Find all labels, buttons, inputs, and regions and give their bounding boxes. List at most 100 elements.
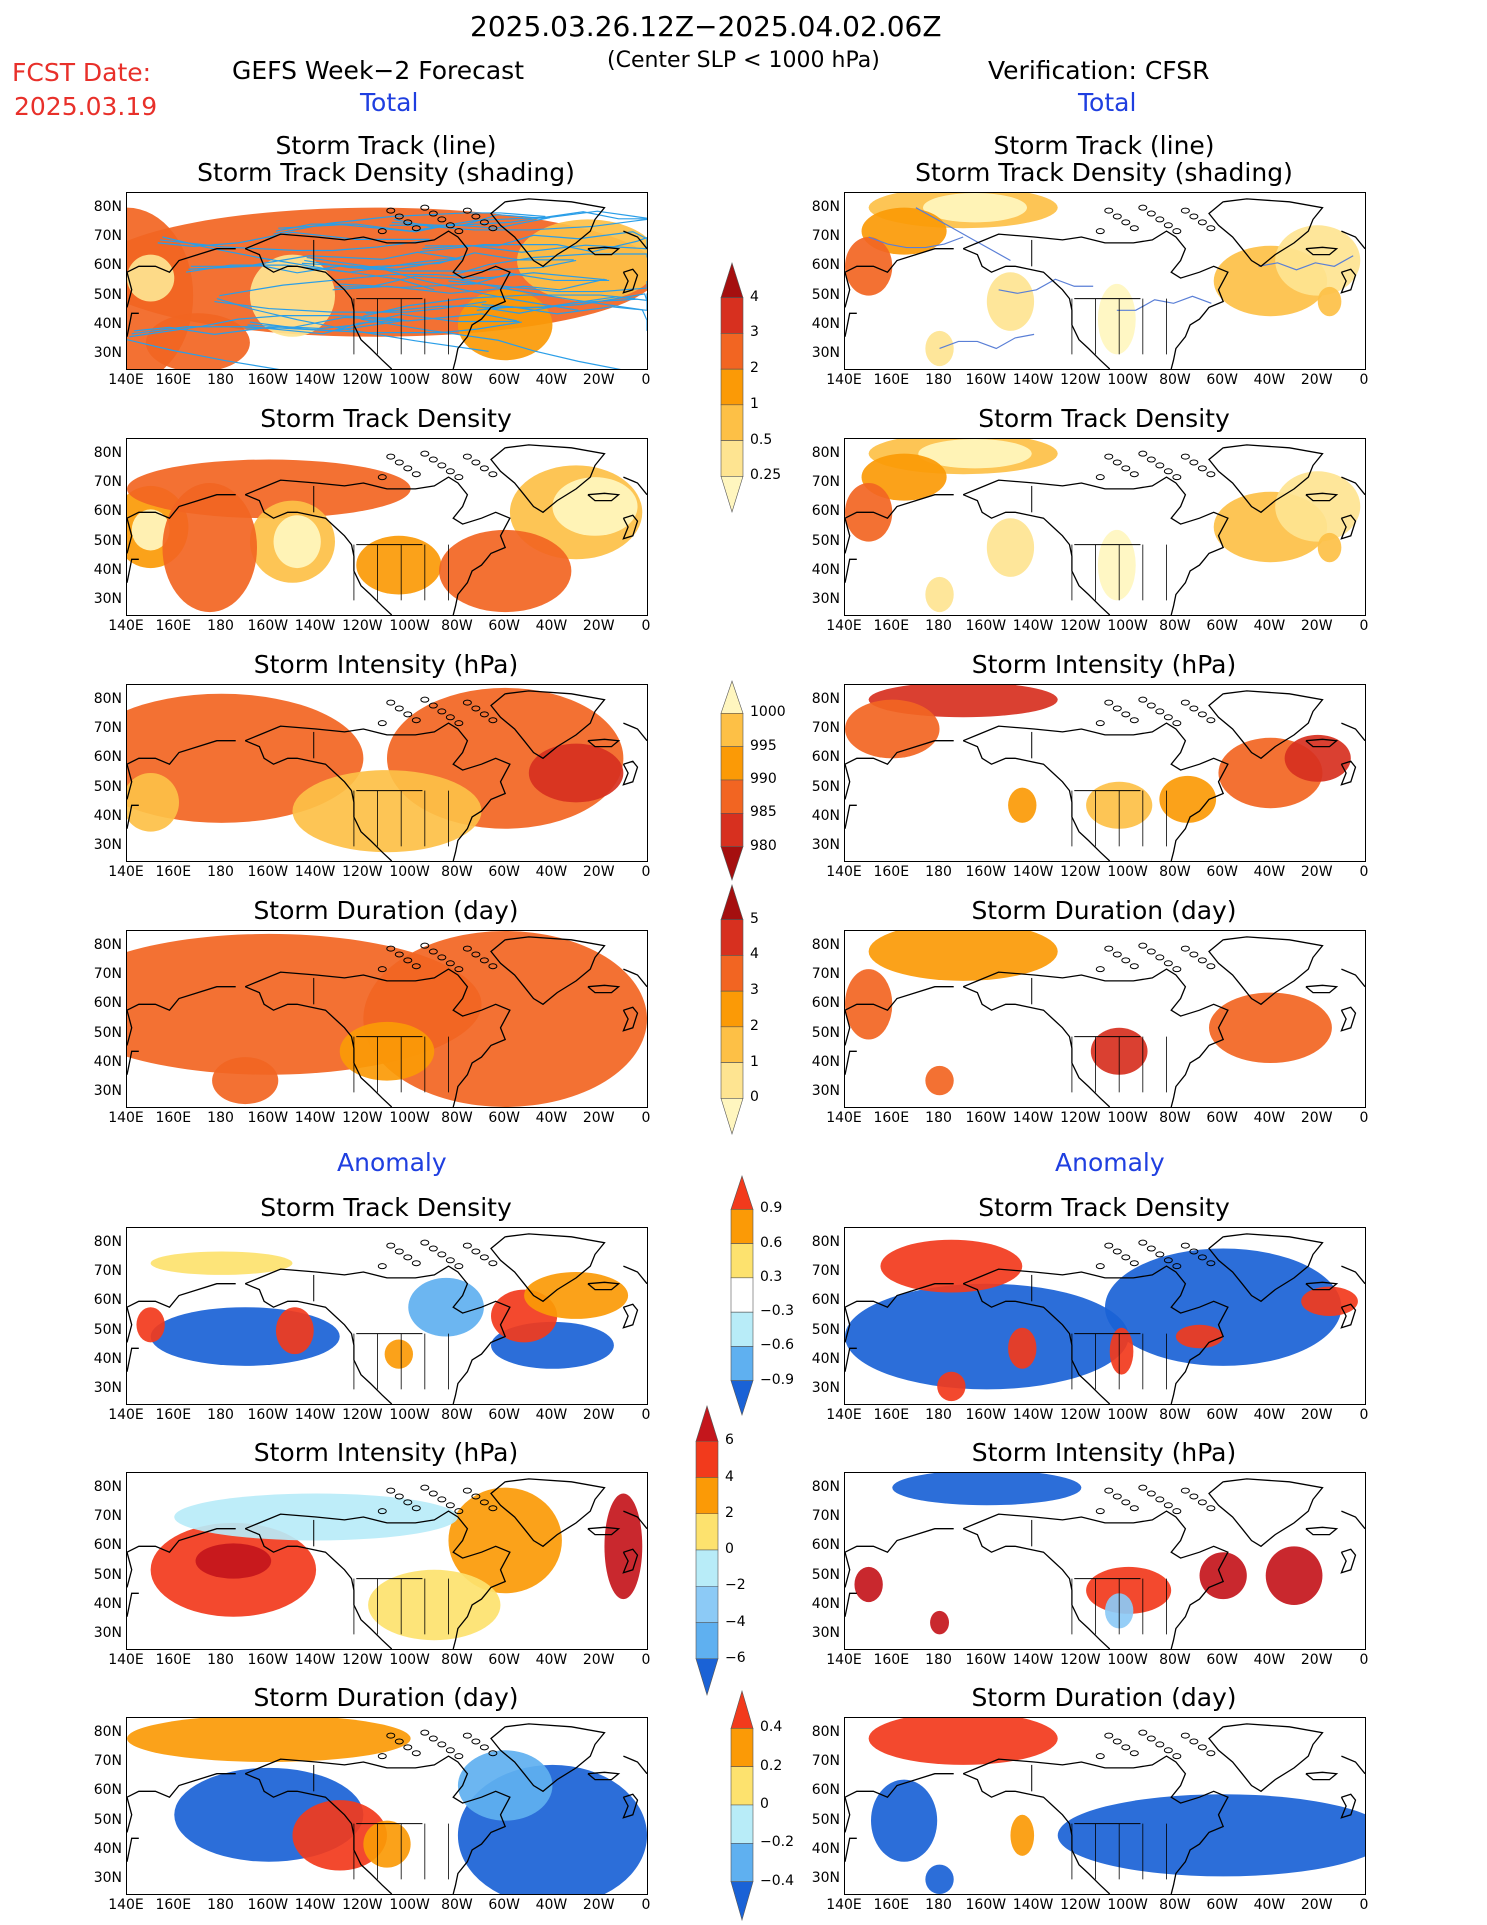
lat-tick-label: 70N [811, 720, 840, 736]
coastline [127, 1347, 139, 1372]
lon-tick-label: 140E [108, 1110, 144, 1126]
right-total-label: Total [1078, 88, 1137, 117]
lon-tick-label: 120W [342, 1652, 383, 1668]
island-outline [488, 717, 498, 724]
coastline [244, 248, 393, 369]
coastline [845, 1283, 954, 1343]
lon-tick-label: 100W [1107, 1407, 1148, 1423]
island-outline [1146, 702, 1156, 709]
field-blob [871, 1779, 938, 1862]
field-blob [368, 1569, 501, 1641]
island-outline [394, 1738, 404, 1745]
island-outline [1163, 1747, 1173, 1754]
colorbar-segment [695, 1658, 719, 1697]
field-blob [1209, 992, 1332, 1063]
field-blob [517, 219, 647, 302]
lon-tick-label: 20W [1300, 1897, 1333, 1913]
colorbar-label: −2 [725, 1577, 746, 1594]
island-outline [1138, 204, 1148, 211]
island-outline [462, 453, 472, 460]
lon-tick-label: 140W [294, 618, 336, 634]
coastline [845, 1528, 954, 1588]
island-outline [488, 471, 498, 478]
lat-tick-label: 70N [93, 720, 122, 736]
island-outline [1112, 951, 1122, 958]
lon-tick-label: 0 [1359, 1652, 1369, 1668]
island-outline [1163, 714, 1173, 721]
coastline [845, 494, 954, 554]
island-outline [386, 1242, 396, 1249]
coastline [244, 968, 511, 1107]
lon-tick-label: 80W [441, 1407, 473, 1423]
lat-tick-label: 80N [93, 198, 122, 215]
lon-tick-label: 140E [108, 1897, 144, 1913]
island-outline [1121, 1499, 1131, 1506]
island-outline [471, 705, 481, 712]
island-outline [445, 714, 455, 721]
lon-tick-label: 100W [389, 1407, 430, 1423]
field-blob [868, 931, 1058, 981]
field-blob [1265, 1546, 1323, 1605]
coastline [1340, 760, 1357, 786]
lon-tick-label: 180 [925, 618, 952, 634]
coastline [962, 1755, 1229, 1894]
island-outline [1121, 711, 1131, 718]
lat-tick-label: 40N [93, 1351, 122, 1367]
storm-track-line [127, 339, 280, 369]
field-blob [1317, 532, 1342, 563]
lat-tick-label: 50N [811, 1811, 840, 1828]
lat-tick-label: 30N [811, 1625, 840, 1642]
panel-title-left-3: Storm Duration (day) [253, 896, 519, 925]
left-total-label: Total [360, 88, 419, 117]
coastline [587, 492, 621, 502]
colorbar-segment [730, 1843, 754, 1882]
lon-tick-label: 40W [1253, 1897, 1286, 1913]
island-outline [471, 1738, 481, 1745]
colorbar-label: 0.2 [760, 1757, 783, 1774]
fcst-label: FCST Date: [12, 58, 152, 87]
colorbar-label: 3 [750, 982, 759, 999]
island-outline [1104, 1732, 1114, 1739]
lon-tick-label: 20W [1300, 1652, 1333, 1668]
field-blob [448, 1487, 562, 1594]
coastline [127, 986, 236, 1046]
colorbar-label: 0.4 [760, 1719, 783, 1736]
coastline [1208, 1723, 1324, 1793]
colorbar-segment [720, 713, 744, 747]
island-outline [462, 1732, 472, 1739]
coastline [845, 1347, 857, 1372]
island-outline [1155, 462, 1165, 469]
field-blob [930, 1610, 949, 1635]
field-blob [1105, 1248, 1342, 1366]
lon-tick-label: 140W [1012, 864, 1054, 880]
lat-tick-label: 40N [93, 1054, 122, 1070]
island-outline [386, 945, 396, 952]
colorbar-segment [730, 1804, 754, 1844]
panel-title-left-0-1: Storm Track Density (shading) [197, 158, 575, 187]
coastline [623, 722, 647, 742]
lat-tick-label: 30N [811, 1083, 840, 1100]
field-blob [1010, 1814, 1035, 1856]
lon-tick-label: 180 [925, 1652, 952, 1668]
lon-tick-label: 160W [247, 864, 289, 880]
island-outline [488, 963, 498, 970]
lon-tick-label: 60W [488, 1407, 520, 1423]
colorbar-segment [720, 884, 744, 921]
lon-tick-label: 20W [582, 372, 615, 388]
lon-tick-label: 0 [641, 1110, 651, 1126]
lon-tick-label: 20W [582, 1652, 615, 1668]
island-outline [471, 459, 481, 466]
coastline [1208, 1233, 1324, 1303]
island-outline [437, 708, 447, 715]
lon-tick-label: 100W [1107, 864, 1148, 880]
island-outline [403, 1499, 413, 1506]
island-outline [420, 1729, 430, 1736]
colorbar-label: −0.2 [760, 1834, 794, 1851]
island-outline [428, 210, 438, 217]
island-outline [1129, 471, 1139, 478]
lon-tick-label: 20W [1300, 618, 1333, 634]
lon-tick-label: 140E [108, 618, 144, 634]
lon-tick-label: 0 [1359, 1407, 1369, 1423]
lat-tick-label: 50N [93, 1566, 122, 1583]
island-outline [1095, 474, 1105, 481]
